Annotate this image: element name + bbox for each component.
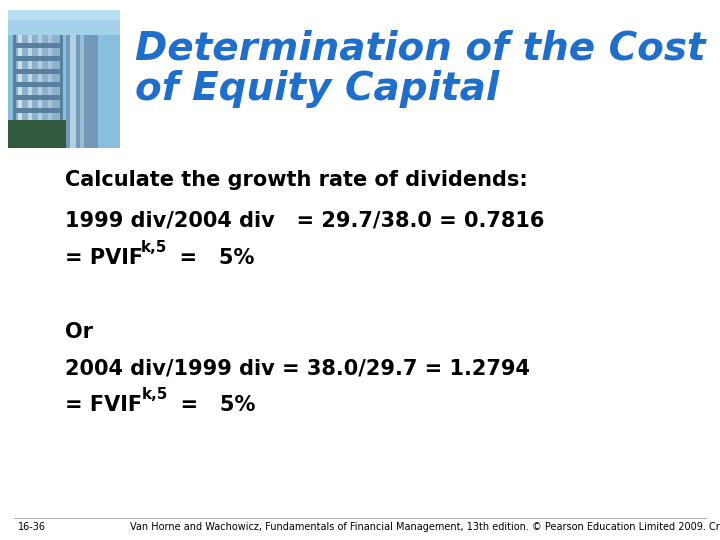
Text: =   5%: = 5%	[166, 395, 256, 415]
Text: = PVIF: = PVIF	[65, 248, 143, 268]
Text: k,5: k,5	[142, 387, 168, 402]
Text: 1999 div/2004 div   = 29.7/38.0 = 0.7816: 1999 div/2004 div = 29.7/38.0 = 0.7816	[65, 210, 544, 230]
Text: Van Horne and Wachowicz, Fundamentals of Financial Management, 13th edition. © P: Van Horne and Wachowicz, Fundamentals of…	[130, 522, 720, 532]
Text: 16-36: 16-36	[18, 522, 46, 532]
Text: k,5: k,5	[141, 240, 167, 255]
Text: Or: Or	[65, 322, 93, 342]
Text: =   5%: = 5%	[165, 248, 254, 268]
Text: Calculate the growth rate of dividends:: Calculate the growth rate of dividends:	[65, 170, 528, 190]
Text: = FVIF: = FVIF	[65, 395, 142, 415]
Text: Determination of the Cost: Determination of the Cost	[135, 30, 706, 68]
Text: of Equity Capital: of Equity Capital	[135, 70, 499, 108]
Text: 2004 div/1999 div = 38.0/29.7 = 1.2794: 2004 div/1999 div = 38.0/29.7 = 1.2794	[65, 358, 530, 378]
